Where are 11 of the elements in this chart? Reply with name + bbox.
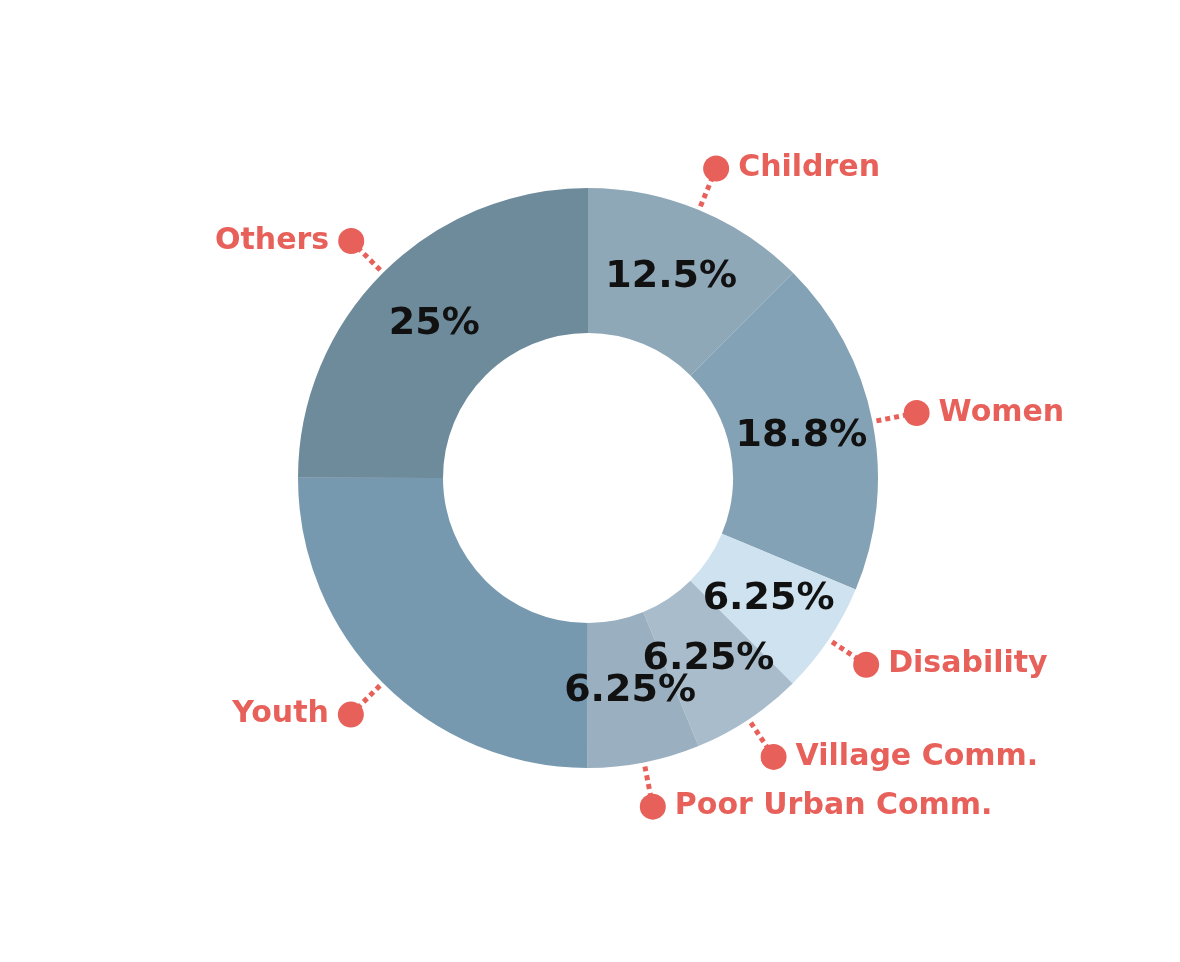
slice-label: Women (938, 392, 1065, 428)
slice-label: Village Comm. (795, 736, 1039, 772)
slice-label: Others (215, 220, 330, 256)
data-label: 12.5% (605, 251, 738, 296)
slice-label: Children (738, 148, 881, 184)
slice-label: Poor Urban Comm. (674, 786, 993, 822)
data-label: 18.8% (735, 410, 868, 455)
data-label: 25% (388, 299, 480, 344)
data-label: 6.25% (702, 574, 835, 619)
slice-label: Youth (231, 694, 329, 730)
slice-label: Disability (888, 644, 1049, 680)
